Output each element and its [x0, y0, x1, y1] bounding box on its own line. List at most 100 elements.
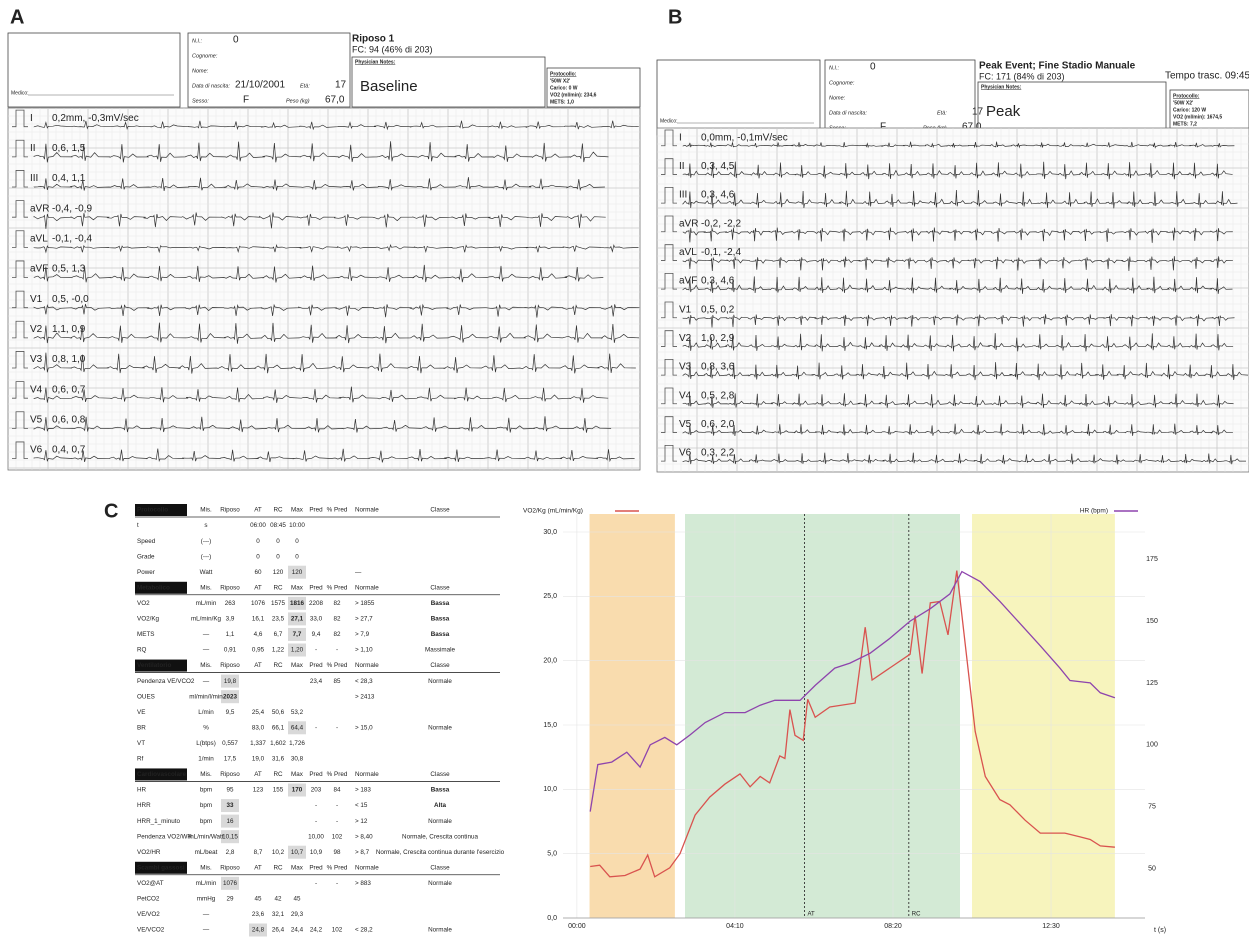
table-cell: 10,2 [272, 849, 285, 856]
notes-label: Physician Notes: [981, 84, 1022, 90]
table-cell: 263 [225, 600, 236, 607]
lead-scale: 0,0mm, -0,1mV/sec [701, 132, 788, 143]
table-cell: Classe [430, 771, 450, 778]
table-cell: mL/min [196, 600, 217, 607]
table-cell: 45 [293, 896, 301, 903]
phase-region [972, 514, 1115, 918]
table-cell: — [203, 678, 210, 685]
table-cell: 95 [226, 787, 234, 794]
table-cell: 30,8 [291, 756, 304, 763]
field-label: Età: [937, 110, 947, 116]
table-cell: 0 [276, 538, 280, 545]
lead-scale: -0,2, -2,2 [701, 218, 741, 229]
table-cell: 85 [333, 678, 341, 685]
table-cell: - [315, 880, 317, 887]
table-cell: 23,4 [310, 678, 323, 685]
table-cell: - [336, 880, 338, 887]
lead-name: V5 [30, 415, 43, 426]
table-cell: VT [137, 740, 145, 747]
table-cell: Alta [434, 802, 446, 809]
table-cell: 83,0 [252, 724, 265, 731]
table-cell: > 183 [355, 787, 371, 794]
table-cell: - [315, 724, 317, 731]
table-cell: 08:45 [270, 522, 286, 529]
table-cell: bpm [200, 787, 212, 794]
table-cell: > 2413 [355, 693, 375, 700]
event-title: Peak Event; Fine Stadio Manuale [979, 61, 1136, 72]
phase-region [590, 514, 675, 918]
table-cell: % [203, 724, 209, 731]
lead-scale: 0,3, 2,2 [701, 448, 735, 459]
x-tick-label: 04:10 [726, 923, 744, 930]
table-cell: Grade [137, 553, 155, 560]
table-cell: > 15,0 [355, 724, 373, 731]
table-cell: OUES [137, 693, 155, 700]
table-cell: Metabolico [137, 584, 170, 591]
table-cell: Normale [355, 864, 379, 871]
table-cell: HR [137, 787, 147, 794]
lead-scale: 0,5, 0,2 [701, 304, 735, 315]
table-cell: 10,00 [308, 833, 324, 840]
table-cell: 1076 [251, 600, 266, 607]
lead-scale: 1,0, 2,9 [701, 333, 735, 344]
table-cell: 10,9 [310, 849, 323, 856]
table-cell: 0 [256, 538, 260, 545]
table-cell: 1/min [198, 756, 214, 763]
table-cell: 24,2 [310, 927, 323, 934]
table-cell: Pred [309, 507, 323, 514]
table-cell: 16 [226, 818, 234, 825]
table-cell: < 28,2 [355, 927, 373, 934]
field-label: Data di nascita: [192, 83, 230, 89]
table-cell: 0,95 [252, 647, 265, 654]
protocol-line: METS: 1,0 [550, 99, 574, 105]
table-cell: 29,3 [291, 911, 304, 918]
table-cell: Normale, Crescita continua [402, 833, 478, 840]
table-cell: Pendenza VO2/WR [137, 833, 192, 840]
table-cell: 84 [333, 787, 341, 794]
table-cell: 82 [333, 616, 341, 623]
lead-scale: 0,5, 2,8 [701, 390, 735, 401]
table-cell: 50,6 [272, 709, 285, 716]
lead-scale: 0,4, 0,7 [52, 445, 86, 456]
lead-name: aVL [30, 234, 48, 245]
y-tick-label: 15,0 [543, 722, 557, 729]
table-cell: Watt [200, 569, 213, 576]
lead-name: V1 [30, 294, 43, 305]
table-cell: AT [254, 507, 262, 514]
table-cell: Normale [355, 662, 379, 669]
panel-label: A [10, 6, 24, 28]
protocol-line: Protocollo: [1173, 93, 1200, 99]
table-cell: AT [254, 662, 262, 669]
protocol-line: METS: 7,2 [1173, 121, 1197, 127]
field-label: N.I.: [192, 38, 203, 44]
table-cell: Classe [430, 864, 450, 871]
table-cell: 2208 [309, 600, 324, 607]
table-cell: > 1,10 [355, 647, 373, 654]
table-cell: - [336, 802, 338, 809]
notes-text: Peak [986, 103, 1021, 120]
table-cell: 33,0 [310, 616, 323, 623]
table-cell: > 8,7 [355, 849, 370, 856]
table-cell: 1,337 [250, 740, 266, 747]
table-cell: 102 [332, 927, 343, 934]
table-cell: 203 [311, 787, 322, 794]
lead-name: aVR [30, 203, 49, 214]
table-cell: Normale [355, 771, 379, 778]
table-cell: Normale [428, 678, 452, 685]
table-cell: bpm [200, 818, 212, 825]
table-cell: Riposo [220, 771, 240, 778]
x-tick-label: 00:00 [568, 923, 586, 930]
table-cell: 0 [295, 538, 299, 545]
lead-scale: 0,4, 1,1 [52, 173, 86, 184]
y-tick-label: 30,0 [543, 529, 557, 536]
table-cell: 33 [226, 802, 234, 809]
table-cell: % Pred [327, 662, 348, 669]
lead-name: V2 [30, 324, 43, 335]
table-cell: 123 [253, 787, 264, 794]
table-cell: 2,8 [226, 849, 235, 856]
table-cell: 27,1 [291, 616, 304, 623]
table-cell: Max [291, 662, 304, 669]
table-cell: Mis. [200, 584, 212, 591]
lead-name: V4 [30, 384, 43, 395]
table-cell: Scambi gassosi [137, 864, 185, 871]
